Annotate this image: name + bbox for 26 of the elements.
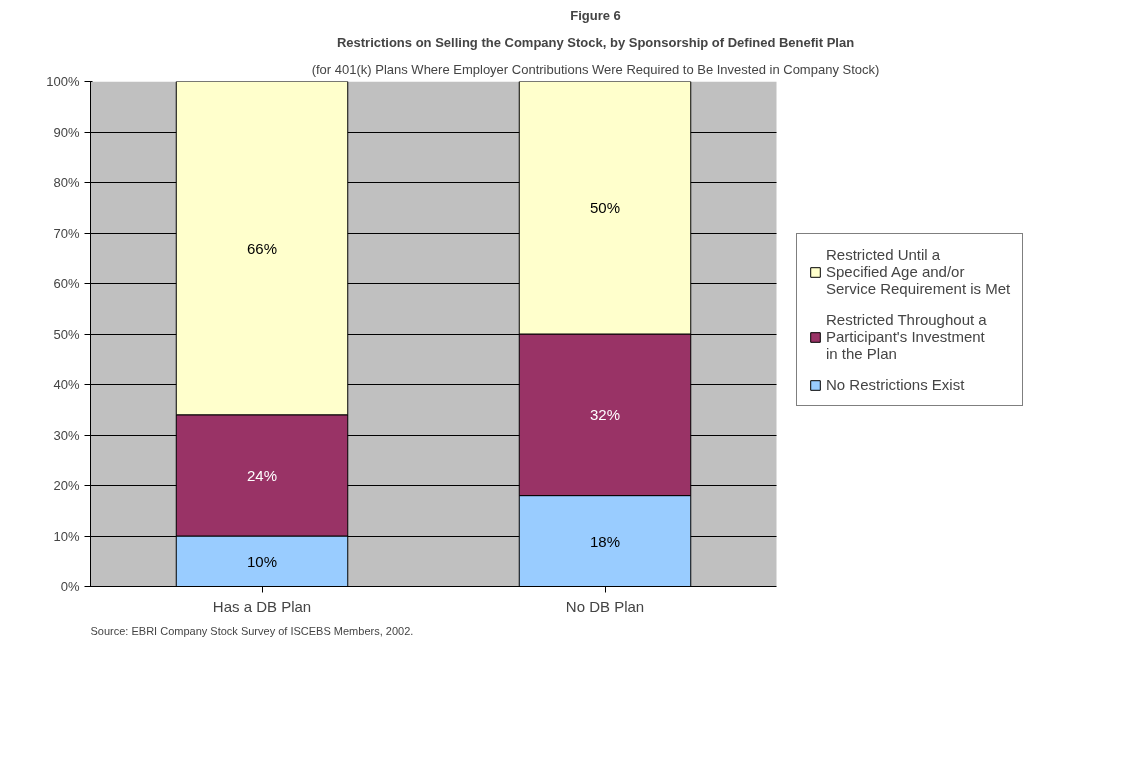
y-tick-label: 80% [53,175,80,190]
x-tick-label: No DB Plan [565,597,645,615]
y-tick-label: 90% [53,124,80,140]
source-note: Source: EBRI Company Stock Survey of ISCEBS Members, 2002. [90,624,414,637]
y-tick-label: 70% [53,225,80,241]
chart-subtitle: Restrictions on Selling the Company Stock, by Sponsorship of Defined Benefit Plan [336,34,855,50]
y-tick-label: 20% [53,478,80,493]
text: (for 401(k) Plans Where Employer Contributions Were Required to Be Invested in Company Stock) [311,61,880,77]
y-tick-label: 100% [46,74,80,89]
legend-label: No Restrictions Exist [826,376,965,393]
data-label: 66% [246,239,278,257]
y-tick-label: 0% [60,579,80,594]
data-label: 32% [589,406,621,424]
data-label: 18% [589,532,621,550]
y-tick-label: 10% [53,528,80,544]
y-tick-label: 60% [53,276,80,291]
y-tick-label: 50% [53,326,80,342]
data-label: 50% [589,199,621,217]
legend-label: Restricted Throughout a Participant's Investment in the Plan [826,311,987,362]
x-tick-label: Has a DB Plan [212,597,312,615]
data-label: 24% [246,466,278,484]
legend-label: Restricted Until a Specified Age and/or Service Requirement is Met [826,246,1011,297]
chart-title: Figure 6 [570,7,621,23]
y-tick-label: 30% [53,427,80,443]
data-label: 10% [246,552,278,570]
y-tick-label: 40% [53,377,80,392]
